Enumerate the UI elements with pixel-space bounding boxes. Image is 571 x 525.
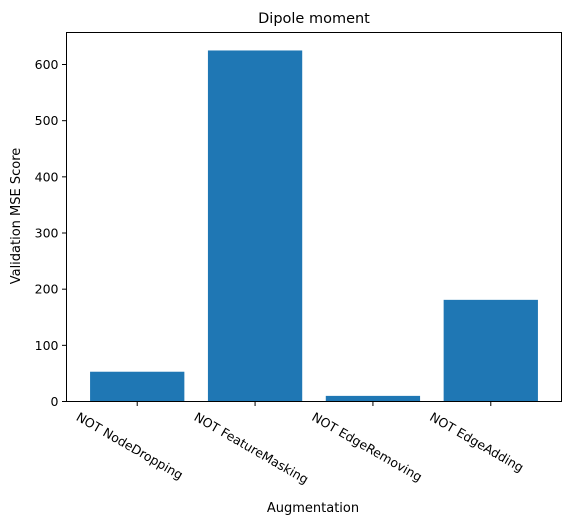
y-tick-label: 600 [35,57,59,72]
chart-title: Dipole moment [258,11,370,27]
x-tick-label: NOT EdgeRemoving [309,409,424,484]
x-axis-label: Augmentation [267,501,359,516]
x-tick-label: NOT NodeDropping [74,409,186,482]
y-tick-label: 0 [51,394,59,409]
y-tick-label: 400 [35,169,59,184]
x-tick-label: NOT FeatureMasking [192,409,312,487]
bar-not-edgeadding [443,299,538,402]
y-axis: 0 100 200 300 400 500 600 [35,57,67,409]
y-tick-label: 500 [35,113,59,128]
y-tick-label: 300 [35,226,59,241]
bar-not-featuremasking [207,50,303,402]
plot-frame [66,32,562,402]
bar-not-nodedropping [90,371,185,402]
y-axis-label: Validation MSE Score [9,148,24,285]
bars-group [90,50,538,402]
y-tick-label: 100 [35,338,59,353]
x-tick-label: NOT EdgeAdding [427,409,526,475]
bar-not-edgeremoving [325,395,421,402]
y-tick-label: 200 [35,282,59,297]
